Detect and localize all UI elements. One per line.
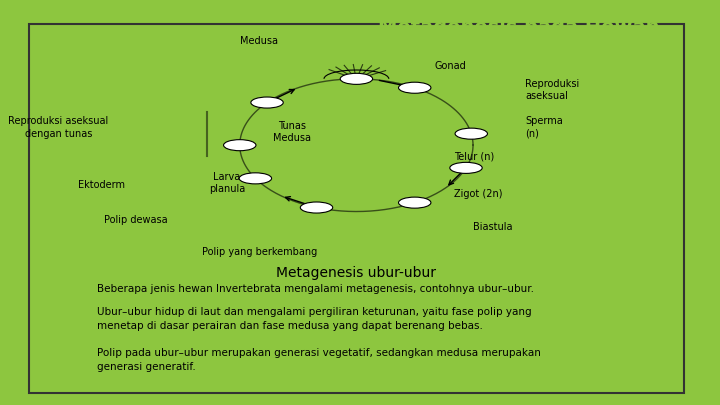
Text: Telur (n): Telur (n) xyxy=(454,151,494,161)
Text: Gonad: Gonad xyxy=(434,61,466,70)
Text: Larva
planula: Larva planula xyxy=(209,172,245,194)
Circle shape xyxy=(399,82,431,93)
Text: Ektoderm: Ektoderm xyxy=(78,180,125,190)
Circle shape xyxy=(251,97,283,108)
Text: Metagenesis ubur-ubur: Metagenesis ubur-ubur xyxy=(276,266,436,280)
Text: Polip pada ubur–ubur merupakan generasi vegetatif, sedangkan medusa merupakan
ge: Polip pada ubur–ubur merupakan generasi … xyxy=(97,348,541,372)
Text: Metagenesis pada Hewan: Metagenesis pada Hewan xyxy=(378,18,659,37)
Circle shape xyxy=(239,173,271,184)
Circle shape xyxy=(341,73,373,84)
Text: Medusa: Medusa xyxy=(240,36,278,46)
Circle shape xyxy=(224,140,256,151)
Text: Sperma
(n): Sperma (n) xyxy=(525,116,562,139)
Text: Biastula: Biastula xyxy=(473,222,513,232)
Text: Polip dewasa: Polip dewasa xyxy=(104,215,168,225)
Text: Polip yang berkembang: Polip yang berkembang xyxy=(202,247,317,257)
Text: Tunas
Medusa: Tunas Medusa xyxy=(273,121,310,143)
Text: Reproduksi
aseksual: Reproduksi aseksual xyxy=(525,79,579,101)
Text: Ubur–ubur hidup di laut dan mengalami pergiliran keturunan, yaitu fase polip yan: Ubur–ubur hidup di laut dan mengalami pe… xyxy=(97,307,532,331)
Text: Zigot (2n): Zigot (2n) xyxy=(454,189,502,199)
Circle shape xyxy=(399,197,431,208)
Text: Beberapa jenis hewan Invertebrata mengalami metagenesis, contohnya ubur–ubur.: Beberapa jenis hewan Invertebrata mengal… xyxy=(97,284,534,294)
Text: Reproduksi aseksual
dengan tunas: Reproduksi aseksual dengan tunas xyxy=(8,116,109,139)
Circle shape xyxy=(300,202,333,213)
Circle shape xyxy=(455,128,487,139)
Circle shape xyxy=(450,162,482,173)
